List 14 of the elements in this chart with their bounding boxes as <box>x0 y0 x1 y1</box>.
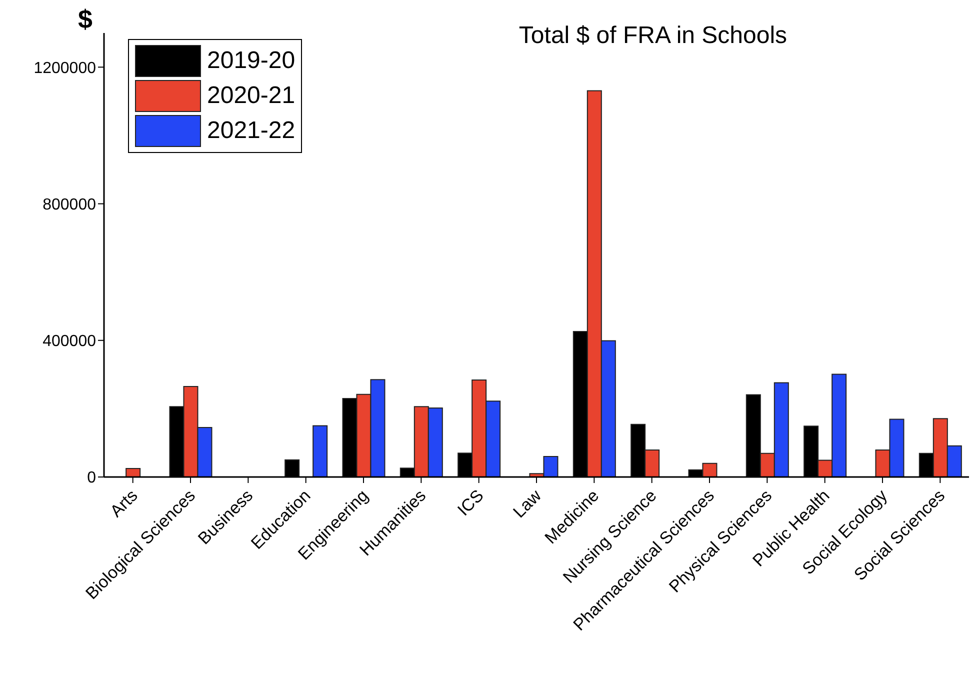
bar <box>312 425 328 477</box>
legend-label: 2019-20 <box>207 47 296 74</box>
chart-title: Total $ of FRA in Schools <box>518 22 788 50</box>
y-axis-title: $ <box>78 4 92 35</box>
x-tick-label: Arts <box>106 486 142 521</box>
x-tick-label: ICS <box>454 486 488 520</box>
legend-label: 2020-21 <box>207 82 296 109</box>
y-tick-label: 400000 <box>42 333 96 350</box>
x-tick-label: Law <box>509 486 546 522</box>
y-tick-label: 0 <box>87 470 96 487</box>
y-tick-label: 1200000 <box>34 60 96 77</box>
bar <box>126 468 141 477</box>
legend-label: 2021-22 <box>207 117 296 144</box>
y-tick-label: 800000 <box>42 196 96 214</box>
